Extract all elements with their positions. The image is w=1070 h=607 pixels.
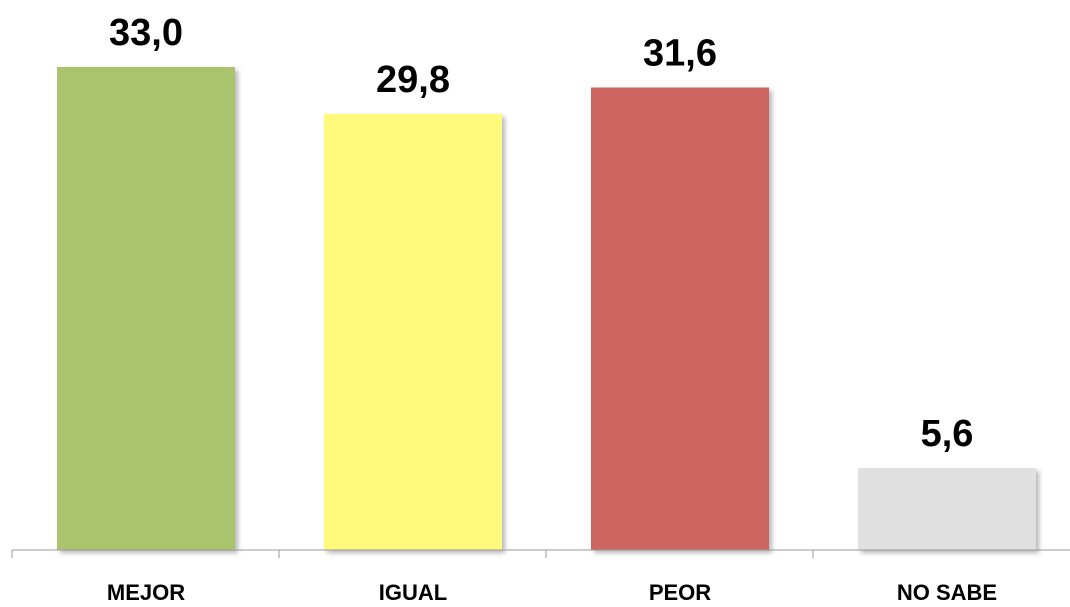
bar-mejor bbox=[57, 67, 235, 550]
x-tick-label: PEOR bbox=[649, 580, 711, 605]
bar-peor bbox=[591, 87, 769, 550]
data-label: 5,6 bbox=[921, 413, 974, 455]
x-tick-label: IGUAL bbox=[379, 580, 447, 605]
data-label: 31,6 bbox=[643, 32, 717, 74]
data-label: 29,8 bbox=[376, 59, 450, 101]
bar-no-sabe bbox=[858, 468, 1036, 550]
x-tick-label: MEJOR bbox=[107, 580, 185, 605]
x-axis bbox=[11, 549, 1070, 558]
x-tick-label: NO SABE bbox=[897, 580, 997, 605]
labels-layer: 33,0 MEJOR 29,8 IGUAL 31,6 PEOR 5,6 NO SABE bbox=[107, 12, 997, 605]
bars-layer bbox=[57, 67, 1036, 550]
bar-igual bbox=[324, 113, 502, 550]
data-label: 33,0 bbox=[109, 12, 183, 54]
